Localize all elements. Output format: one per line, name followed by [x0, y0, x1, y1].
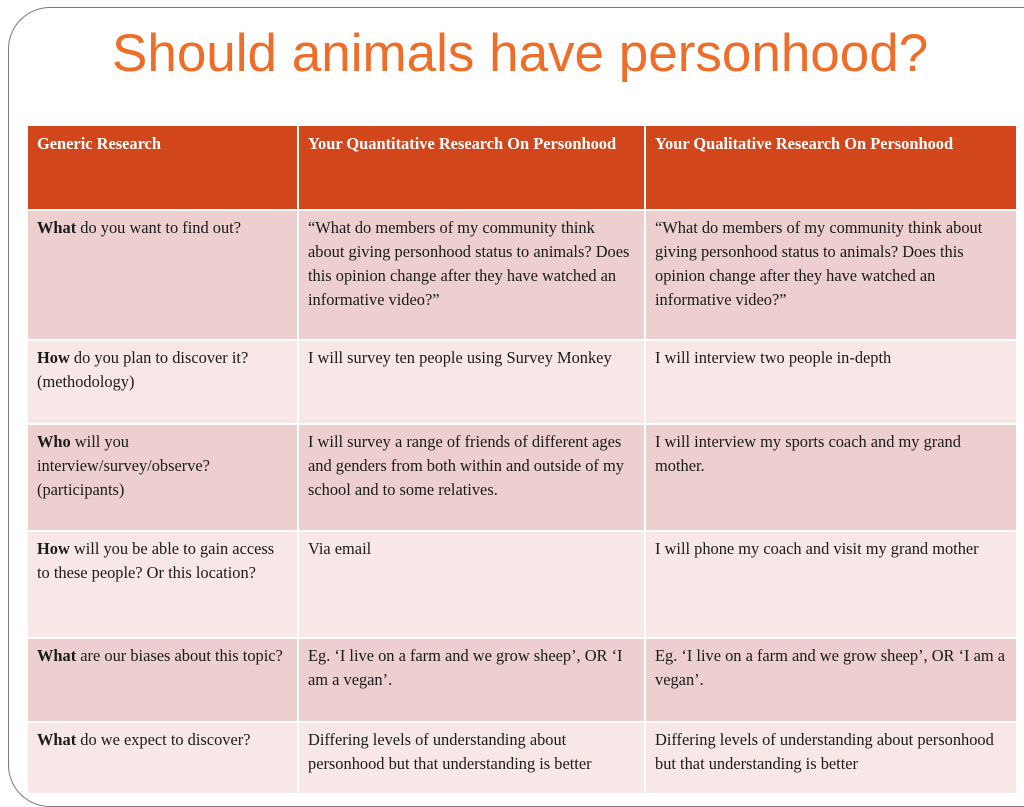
- table-row: Who will you interview/survey/observe? (…: [26, 423, 1018, 532]
- question-text: do you want to find out?: [76, 218, 241, 237]
- qualitative-cell: Eg. ‘I live on a farm and we grow sheep’…: [644, 637, 1018, 723]
- header-generic-research: Generic Research: [26, 124, 299, 211]
- row-question: What are our biases about this topic?: [26, 637, 299, 723]
- header-quantitative-research: Your Quantitative Research On Personhood: [297, 124, 646, 211]
- row-question: How do you plan to discover it? (methodo…: [26, 339, 299, 425]
- question-keyword: How: [37, 539, 70, 558]
- table-row: What are our biases about this topic? Eg…: [26, 637, 1018, 723]
- quantitative-cell: I will survey ten people using Survey Mo…: [297, 339, 646, 425]
- qualitative-cell: “What do members of my community think a…: [644, 209, 1018, 341]
- question-text: do we expect to discover?: [76, 730, 251, 749]
- qualitative-cell: I will phone my coach and visit my grand…: [644, 530, 1018, 639]
- quantitative-cell: Eg. ‘I live on a farm and we grow sheep’…: [297, 637, 646, 723]
- question-keyword: What: [37, 646, 77, 665]
- header-qualitative-research: Your Qualitative Research On Personhood: [644, 124, 1018, 211]
- question-text: will you be able to gain access to these…: [37, 539, 275, 582]
- question-text: will you interview/survey/observe? (part…: [37, 432, 210, 499]
- row-question: What do you want to find out?: [26, 209, 299, 341]
- question-keyword: What: [37, 730, 77, 749]
- quantitative-cell: Differing levels of understanding about …: [297, 721, 646, 795]
- row-question: What do we expect to discover?: [26, 721, 299, 795]
- row-question: Who will you interview/survey/observe? (…: [26, 423, 299, 532]
- qualitative-cell: I will interview my sports coach and my …: [644, 423, 1018, 532]
- qualitative-cell: I will interview two people in-depth: [644, 339, 1018, 425]
- table-header-row: Generic Research Your Quantitative Resea…: [26, 124, 1018, 211]
- question-keyword: How: [37, 348, 70, 367]
- question-keyword: Who: [37, 432, 71, 451]
- question-text: are our biases about this topic?: [76, 646, 283, 665]
- quantitative-cell: I will survey a range of friends of diff…: [297, 423, 646, 532]
- table-row: What do you want to find out? “What do m…: [26, 209, 1018, 341]
- question-keyword: What: [37, 218, 77, 237]
- qualitative-cell: Differing levels of understanding about …: [644, 721, 1018, 795]
- question-text: do you plan to discover it? (methodology…: [37, 348, 249, 391]
- table-row: How will you be able to gain access to t…: [26, 530, 1018, 639]
- table-row: How do you plan to discover it? (methodo…: [26, 339, 1018, 425]
- quantitative-cell: “What do members of my community think a…: [297, 209, 646, 341]
- row-question: How will you be able to gain access to t…: [26, 530, 299, 639]
- slide-title: Should animals have personhood?: [112, 24, 929, 83]
- research-table: Generic Research Your Quantitative Resea…: [26, 124, 1018, 795]
- quantitative-cell: Via email: [297, 530, 646, 639]
- table-row: What do we expect to discover? Differing…: [26, 721, 1018, 795]
